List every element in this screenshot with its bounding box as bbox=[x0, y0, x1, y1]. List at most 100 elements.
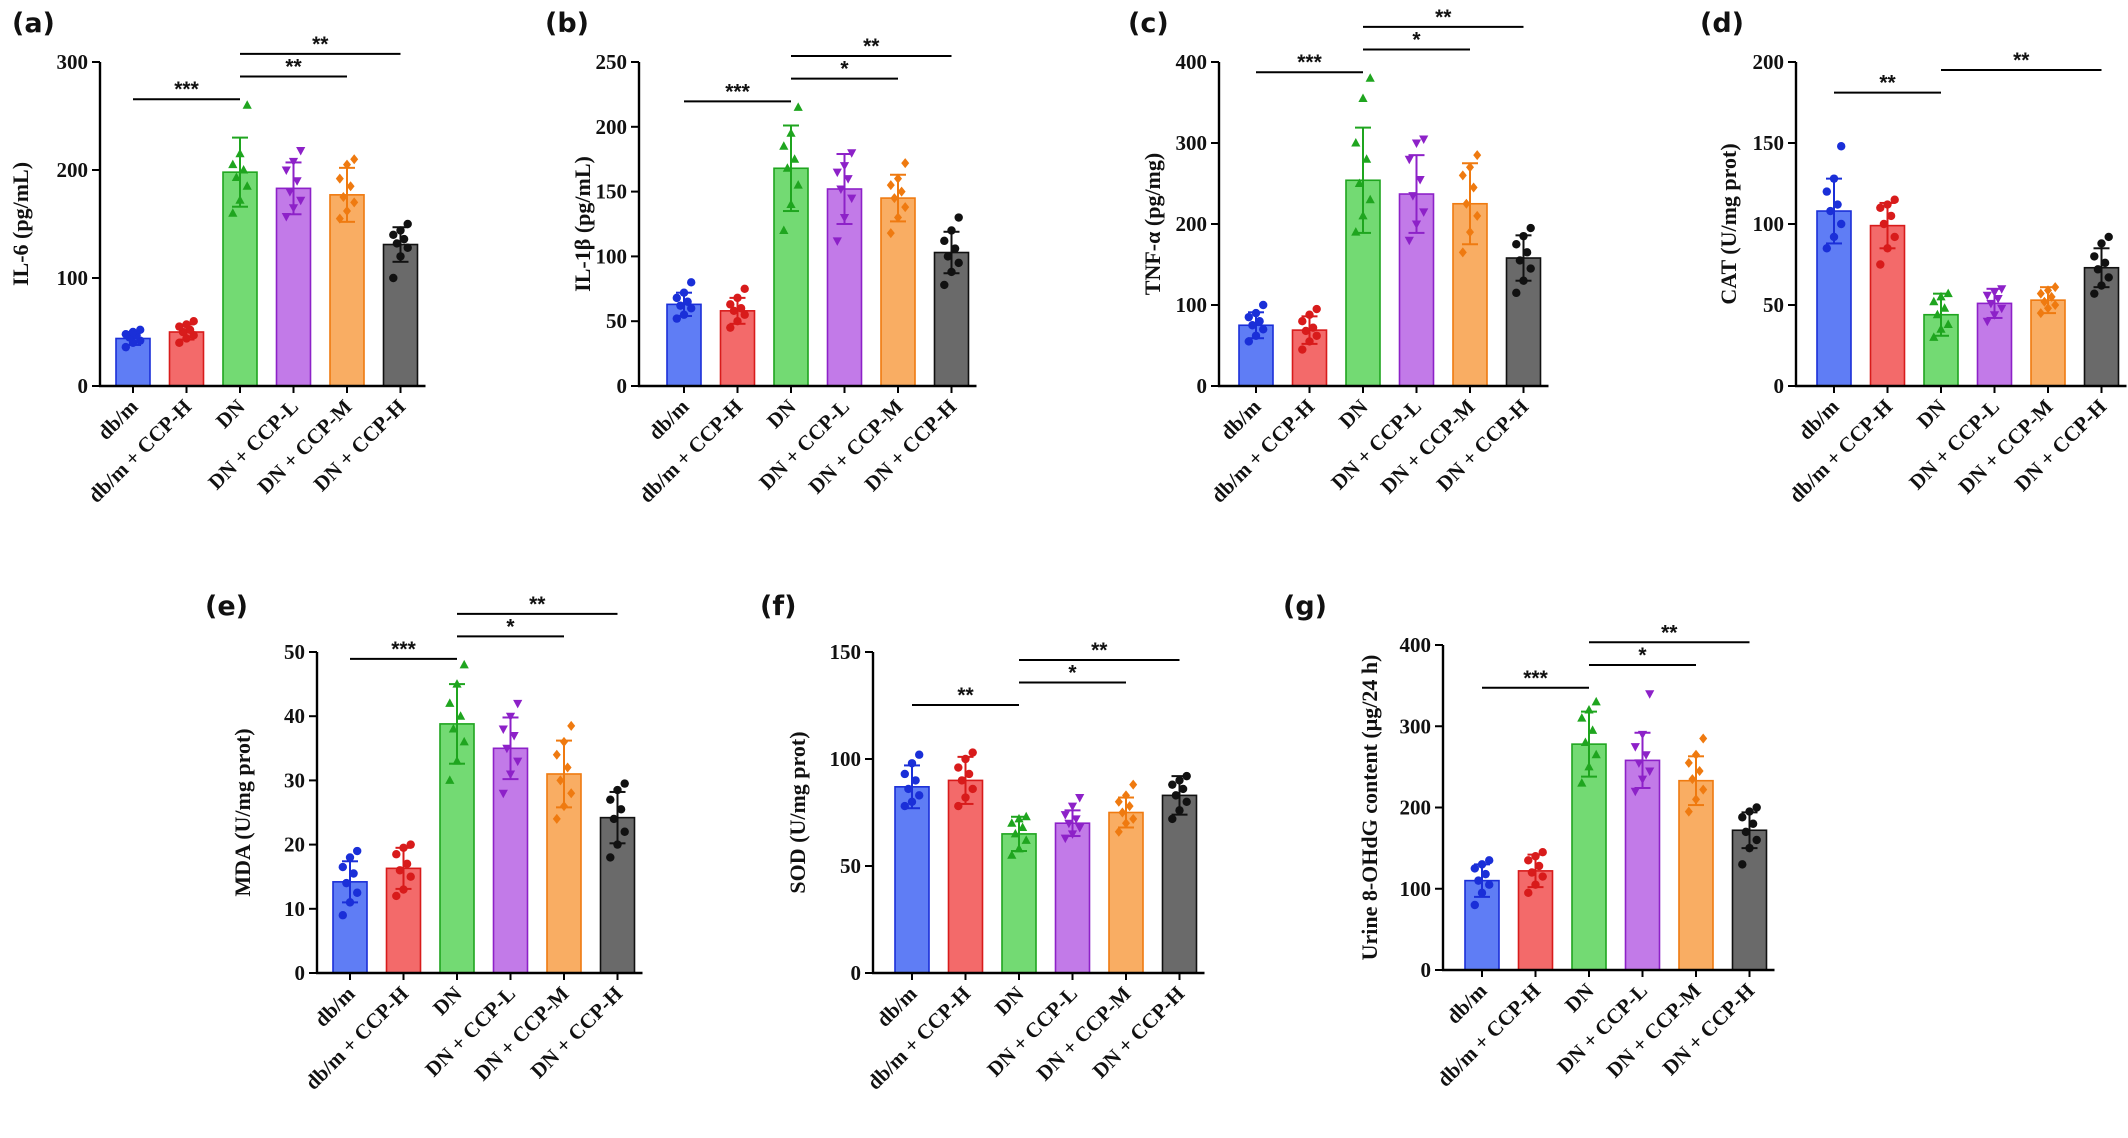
y-tick-label: 150 bbox=[1753, 131, 1785, 155]
data-point bbox=[901, 158, 910, 169]
data-point bbox=[1007, 850, 1017, 859]
data-point bbox=[189, 317, 198, 326]
data-point bbox=[1752, 835, 1761, 845]
y-tick-label: 0 bbox=[1774, 374, 1785, 398]
significance-label: ** bbox=[1661, 621, 1678, 644]
bar bbox=[1108, 811, 1144, 974]
data-point bbox=[729, 306, 739, 316]
data-point bbox=[1577, 778, 1587, 787]
data-point bbox=[1932, 309, 1942, 319]
data-point bbox=[552, 749, 561, 760]
data-point bbox=[1473, 210, 1482, 221]
data-point bbox=[552, 813, 561, 824]
data-point bbox=[1822, 244, 1832, 253]
y-tick-label: 300 bbox=[1400, 714, 1432, 738]
data-point bbox=[1129, 813, 1138, 824]
data-point bbox=[1531, 880, 1540, 889]
data-point bbox=[338, 911, 347, 920]
data-point bbox=[1118, 807, 1127, 818]
data-point bbox=[392, 239, 402, 248]
data-point bbox=[1943, 319, 1953, 328]
y-tick-label: 30 bbox=[284, 768, 305, 792]
bar bbox=[1678, 779, 1714, 971]
data-point bbox=[606, 795, 615, 804]
chart-panel-b: (b)IL-1β (pg/mL)050100150200250db/mdb/m … bbox=[545, 8, 977, 507]
data-point bbox=[1997, 304, 2007, 314]
data-point bbox=[1259, 325, 1268, 334]
data-point bbox=[445, 775, 455, 784]
data-point bbox=[726, 323, 735, 332]
data-point bbox=[606, 853, 615, 862]
data-point bbox=[940, 236, 949, 246]
data-point bbox=[1584, 761, 1594, 771]
y-tick-label: 50 bbox=[840, 854, 861, 878]
data-point bbox=[1692, 794, 1700, 805]
data-point bbox=[672, 293, 681, 303]
significance-label: * bbox=[1638, 644, 1647, 667]
data-point bbox=[1837, 219, 1846, 229]
data-point bbox=[2040, 296, 2049, 307]
data-point bbox=[679, 288, 689, 297]
data-point bbox=[613, 840, 622, 849]
data-point bbox=[2100, 258, 2110, 268]
data-point bbox=[1826, 206, 1835, 216]
data-point bbox=[894, 173, 902, 184]
y-tick-label: 0 bbox=[617, 374, 628, 398]
data-point bbox=[1738, 860, 1747, 869]
significance-label: ** bbox=[529, 593, 546, 616]
data-point bbox=[1876, 260, 1885, 269]
data-point bbox=[2104, 232, 2113, 242]
data-point bbox=[1419, 135, 1429, 144]
data-point bbox=[392, 891, 401, 901]
data-point bbox=[1308, 323, 1318, 332]
data-point bbox=[399, 885, 408, 894]
data-point bbox=[1538, 872, 1547, 881]
data-point bbox=[886, 228, 895, 239]
data-point bbox=[1362, 154, 1372, 163]
data-point bbox=[968, 748, 977, 757]
data-point bbox=[897, 186, 906, 197]
data-point bbox=[1936, 324, 1946, 333]
data-point bbox=[567, 788, 576, 799]
data-point bbox=[1527, 868, 1537, 877]
data-point bbox=[1060, 834, 1070, 844]
data-point bbox=[175, 338, 184, 347]
data-point bbox=[1699, 784, 1708, 795]
data-point bbox=[832, 237, 842, 246]
data-point bbox=[338, 862, 347, 872]
data-point bbox=[1298, 317, 1307, 326]
data-point bbox=[1255, 317, 1264, 326]
data-point bbox=[175, 322, 184, 331]
y-tick-label: 100 bbox=[830, 747, 862, 771]
data-point bbox=[1534, 861, 1544, 871]
data-point bbox=[1129, 779, 1138, 790]
data-point bbox=[1641, 751, 1651, 760]
data-point bbox=[620, 779, 629, 788]
y-tick-label: 200 bbox=[1753, 50, 1785, 74]
data-point bbox=[1354, 178, 1364, 187]
y-tick-label: 400 bbox=[1400, 633, 1432, 657]
bar bbox=[382, 243, 419, 387]
data-point bbox=[296, 196, 306, 206]
data-point bbox=[1526, 264, 1535, 273]
data-point bbox=[353, 846, 362, 856]
y-tick-label: 300 bbox=[1176, 131, 1208, 155]
data-point bbox=[1358, 93, 1368, 102]
y-tick-label: 100 bbox=[57, 266, 89, 290]
data-point bbox=[1982, 317, 1992, 327]
data-point bbox=[620, 827, 629, 836]
data-point bbox=[1577, 713, 1587, 722]
y-tick-label: 50 bbox=[1763, 293, 1784, 317]
bar bbox=[1054, 822, 1091, 974]
data-point bbox=[1833, 200, 1842, 209]
data-point bbox=[350, 197, 359, 208]
y-tick-label: 400 bbox=[1176, 50, 1208, 74]
data-point bbox=[1474, 876, 1483, 885]
data-point bbox=[1829, 232, 1839, 242]
data-point bbox=[403, 243, 412, 252]
data-point bbox=[726, 300, 735, 309]
data-point bbox=[498, 789, 508, 799]
significance-label: ** bbox=[957, 684, 974, 707]
